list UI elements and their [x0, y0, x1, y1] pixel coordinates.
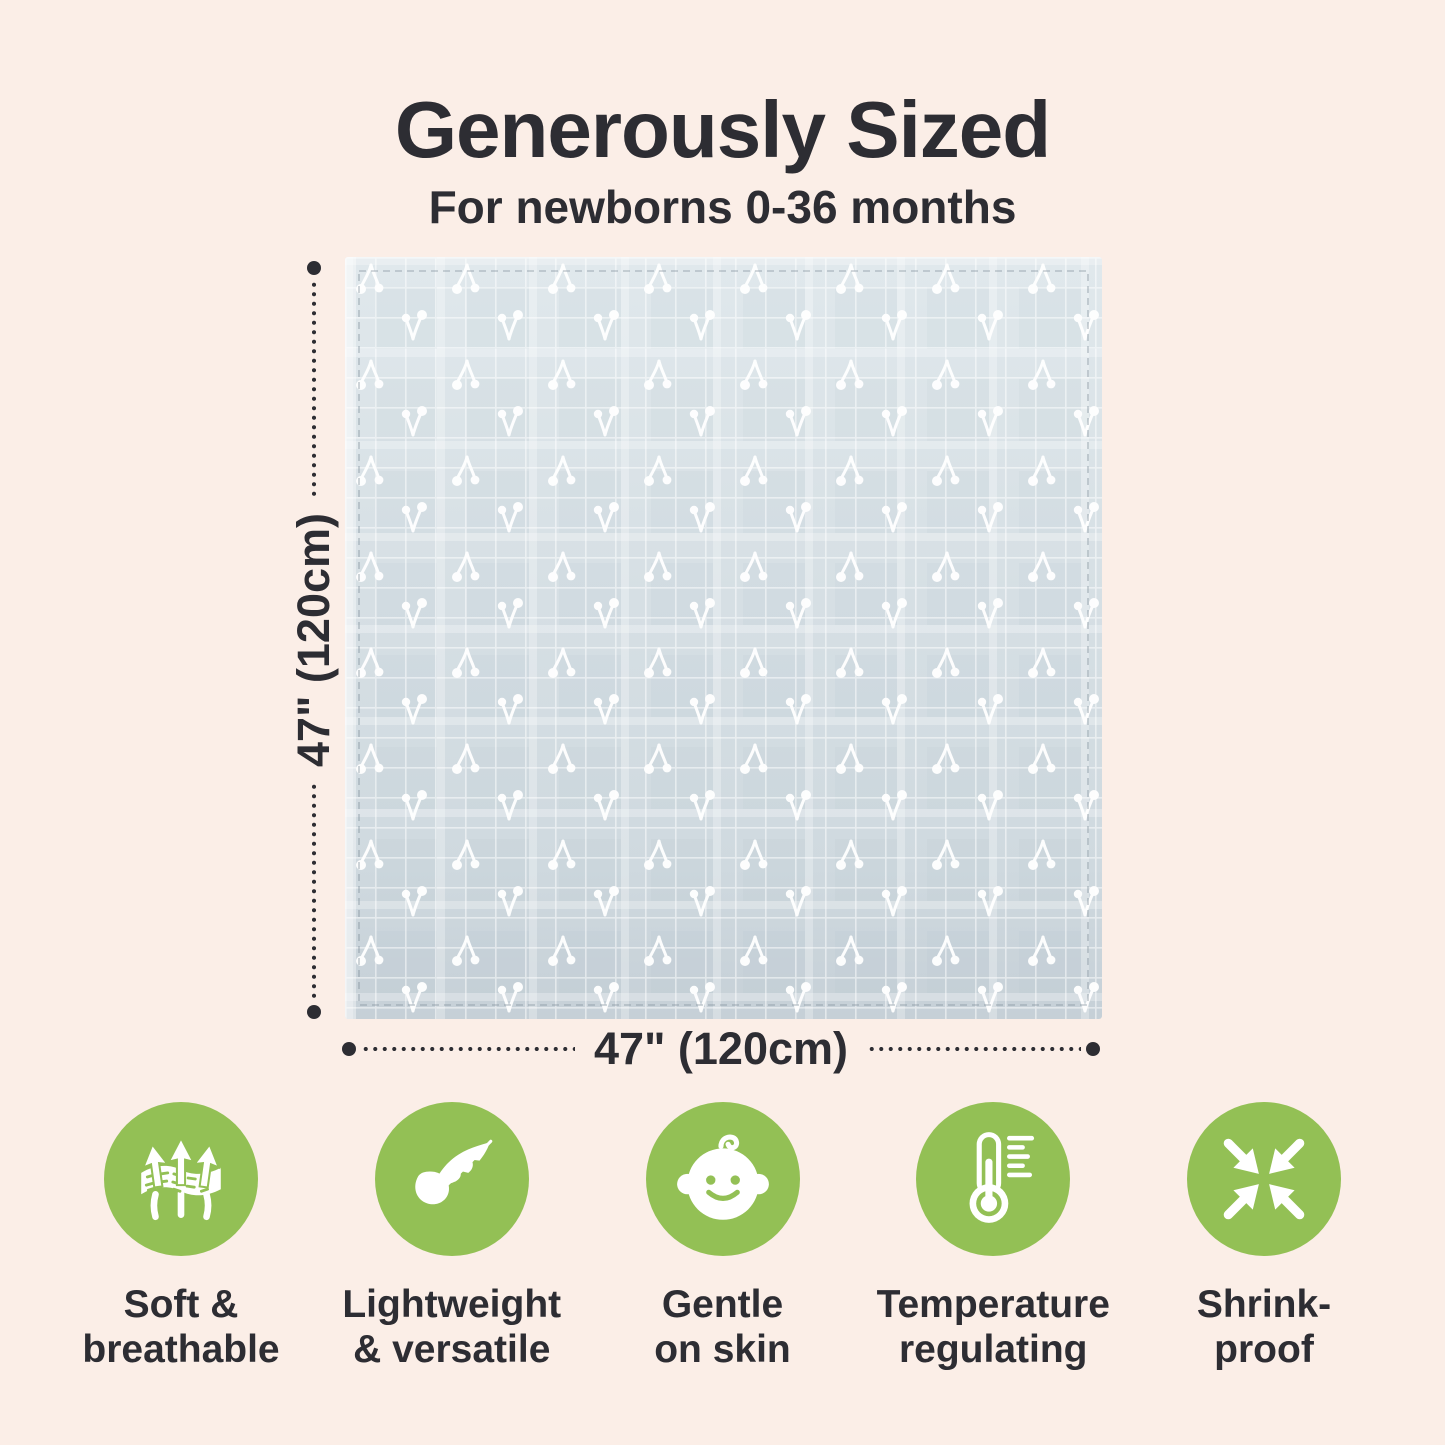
feature-soft-breathable: Soft & breathable [52, 1102, 310, 1372]
baby-face-icon [676, 1134, 769, 1220]
breathability-arrows-icon [141, 1135, 221, 1221]
feature-circle [916, 1102, 1071, 1256]
feature-gentle-on-skin: Gentle on skin [594, 1102, 852, 1372]
shrink-arrows-icon [1223, 1138, 1315, 1230]
feature-label: Temperature regulating [876, 1283, 1110, 1372]
width-dimension: 47" (120cm) [342, 1023, 1101, 1074]
feature-shrink-proof: Shrink- proof [1135, 1102, 1393, 1372]
page-title: Generously Sized [394, 85, 1051, 174]
feature-label: Shrink- proof [1196, 1283, 1332, 1372]
feature-row: Soft & breathable Lightweight & versatil… [0, 1102, 1445, 1372]
dotted-line-horizontal [361, 1047, 576, 1051]
dotted-line-vertical [312, 280, 316, 499]
dimension-end-dot [1086, 1042, 1101, 1056]
dimension-end-dot [307, 261, 321, 275]
dotted-line-vertical [312, 782, 316, 1001]
height-dimension: 47" (120cm) [288, 261, 339, 1020]
feature-circle [104, 1102, 258, 1256]
feather-icon [415, 1139, 493, 1205]
feature-lightweight-versatile: Lightweight & versatile [323, 1102, 581, 1372]
height-dimension-label: 47" (120cm) [288, 513, 339, 767]
thermometer-icon [969, 1132, 1035, 1223]
header: Generously Sized For newborns 0-36 month… [0, 88, 1445, 234]
blanket-image [345, 257, 1102, 1019]
page-subtitle: For newborns 0-36 months [428, 181, 1017, 233]
feature-label: Lightweight & versatile [342, 1283, 562, 1372]
feature-label: Soft & breathable [82, 1283, 280, 1372]
width-dimension-label: 47" (120cm) [594, 1023, 848, 1074]
dimension-end-dot [342, 1042, 356, 1056]
feature-circle [1187, 1102, 1341, 1256]
feature-temperature-regulating: Temperature regulating [864, 1102, 1122, 1372]
feature-circle [645, 1102, 800, 1256]
feature-circle [374, 1102, 529, 1256]
dimension-end-dot [307, 1005, 321, 1020]
blanket-fabric-graphic [345, 257, 1102, 1019]
feature-label: Gentle on skin [654, 1283, 791, 1372]
dotted-line-horizontal [867, 1047, 1082, 1051]
